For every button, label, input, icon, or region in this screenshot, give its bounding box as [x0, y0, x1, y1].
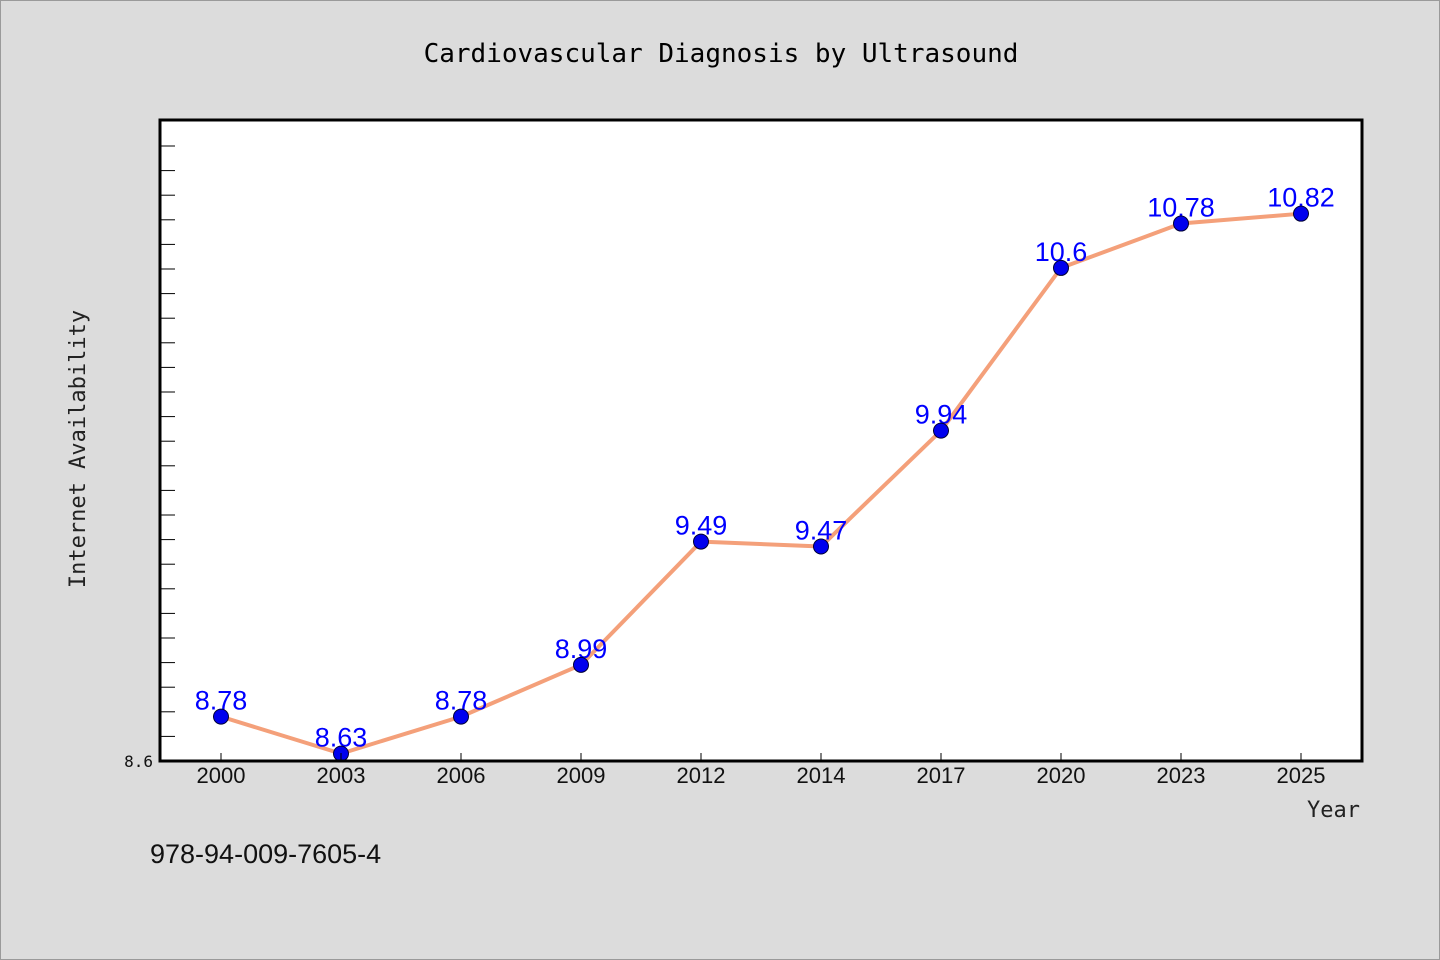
x-tick-label: 2000 — [197, 763, 246, 788]
y-tick-label-0: 8.6 — [124, 752, 153, 771]
series-line — [219, 211, 1303, 756]
y-minor-ticks — [160, 145, 175, 737]
x-tick-label: 2014 — [797, 763, 846, 788]
data-point — [933, 422, 949, 439]
data-point — [813, 538, 829, 555]
x-tick-label: 2020 — [1037, 763, 1086, 788]
isbn-text: 978-94-009-7605-4 — [150, 839, 381, 869]
data-point — [213, 708, 229, 725]
data-point — [453, 708, 469, 725]
x-tick-label: 2003 — [317, 763, 366, 788]
x-axis: 2000 2003 2006 2009 2012 2014 2017 2020 2023 2025 — [197, 753, 1326, 788]
data-point — [1293, 205, 1309, 222]
x-tick-label: 2009 — [557, 763, 606, 788]
x-tick-label: 2012 — [677, 763, 726, 788]
data-point — [1173, 215, 1189, 232]
data-point — [573, 656, 589, 673]
x-tick-label: 2006 — [437, 763, 486, 788]
data-point — [1053, 259, 1069, 276]
data-point — [693, 533, 709, 550]
y-axis-title: Internet Availability — [66, 310, 91, 588]
chart-title: Cardiovascular Diagnosis by Ultrasound — [424, 39, 1019, 69]
plot-frame — [158, 118, 1364, 763]
x-axis-title: Year — [1307, 798, 1360, 823]
x-tick-label: 2025 — [1277, 763, 1326, 788]
x-tick-label: 2023 — [1157, 763, 1206, 788]
plot-area — [160, 120, 1362, 761]
x-tick-label: 2017 — [917, 763, 966, 788]
